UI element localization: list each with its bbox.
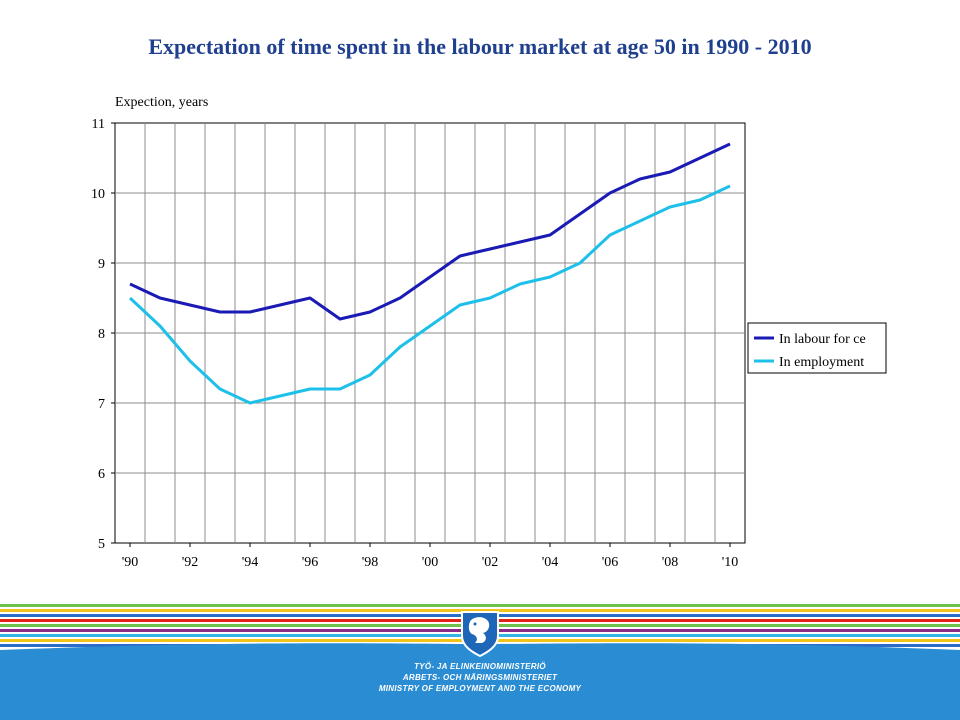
x-tick-label: '02 — [482, 555, 499, 570]
lion-emblem-icon — [461, 611, 499, 658]
x-tick-label: '96 — [302, 555, 319, 570]
y-tick-label: 6 — [98, 467, 105, 482]
ministry-name-swedish: ARBETS- OCH NÄRINGSMINISTERIET — [402, 673, 558, 682]
x-tick-label: '04 — [542, 555, 559, 570]
series-line-0 — [129, 142, 731, 321]
y-tick-label: 10 — [91, 187, 105, 202]
x-tick-label: '08 — [662, 555, 679, 570]
y-tick-label: 11 — [92, 117, 105, 132]
y-tick-label: 8 — [98, 327, 105, 342]
chart-title: Expectation of time spent in the labour … — [148, 34, 812, 59]
x-tick-label: '00 — [422, 555, 439, 570]
x-tick-label: '90 — [122, 555, 139, 570]
x-tick-label: '94 — [242, 555, 259, 570]
line-chart: 5 6 7 8 9 10 11 '90 '92 '94 '96 '98 '00 '02 '04 '06 '08… — [91, 95, 887, 570]
y-axis-label: Expection, years — [115, 95, 208, 110]
footer-stripes — [0, 604, 960, 720]
legend-label-labour-force: In labour for ce — [779, 332, 866, 347]
x-tick-label: '10 — [722, 555, 739, 570]
x-axis-tick-labels: '90 '92 '94 '96 '98 '00 '02 '04 '06 '08 '10 — [122, 543, 739, 570]
x-tick-label: '06 — [602, 555, 619, 570]
y-tick-label: 7 — [98, 397, 105, 412]
footer-blue-wave — [0, 643, 960, 720]
footer-stripe — [0, 604, 960, 607]
legend-label-employment: In employment — [779, 355, 864, 370]
footer-stripe — [0, 609, 960, 612]
ministry-name-finnish: TYÖ- JA ELINKEINOMINISTERIÖ — [414, 662, 546, 671]
horizontal-gridlines — [115, 192, 745, 474]
x-tick-label: '98 — [362, 555, 379, 570]
ministry-footer: TYÖ- JA ELINKEINOMINISTERIÖ ARBETS- OCH … — [0, 604, 960, 720]
y-axis-tick-labels: 5 6 7 8 9 10 11 — [91, 117, 115, 552]
series-lines — [128, 142, 731, 405]
legend: In labour for ce In employment — [747, 322, 887, 374]
series-line-1 — [128, 184, 731, 405]
y-tick-label: 9 — [98, 257, 105, 272]
x-tick-label: '92 — [182, 555, 199, 570]
y-tick-label: 5 — [98, 537, 105, 552]
ministry-name-english: MINISTRY OF EMPLOYMENT AND THE ECONOMY — [378, 684, 582, 693]
legend-box — [747, 322, 887, 374]
